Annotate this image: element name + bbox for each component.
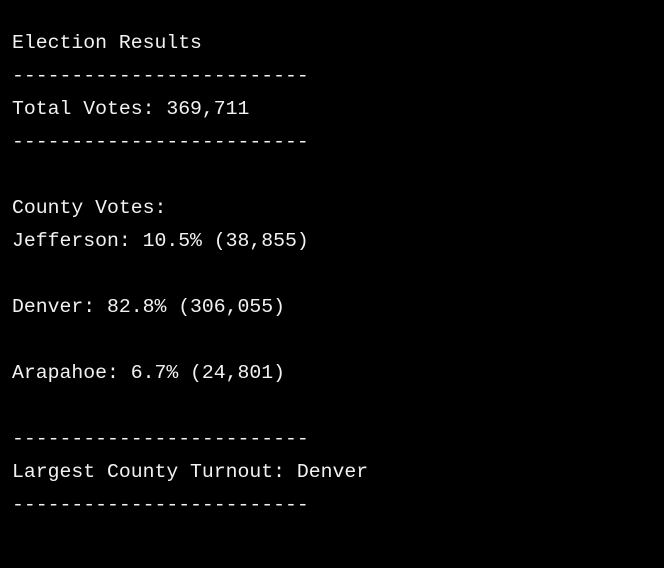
output-line: Arapahoe: 6.7% (24,801) bbox=[12, 362, 286, 384]
output-line: Election Results bbox=[12, 32, 202, 54]
output-line: County Votes: bbox=[12, 197, 167, 219]
separator: ------------------------- bbox=[12, 494, 309, 516]
separator: ------------------------- bbox=[12, 131, 309, 153]
output-line: Denver: 82.8% (306,055) bbox=[12, 296, 286, 318]
separator: ------------------------- bbox=[12, 65, 309, 87]
output-line: Largest County Turnout: Denver bbox=[12, 461, 369, 483]
separator: ------------------------- bbox=[12, 428, 309, 450]
output-line: Total Votes: 369,711 bbox=[12, 98, 250, 120]
output-line: Jefferson: 10.5% (38,855) bbox=[12, 230, 309, 252]
